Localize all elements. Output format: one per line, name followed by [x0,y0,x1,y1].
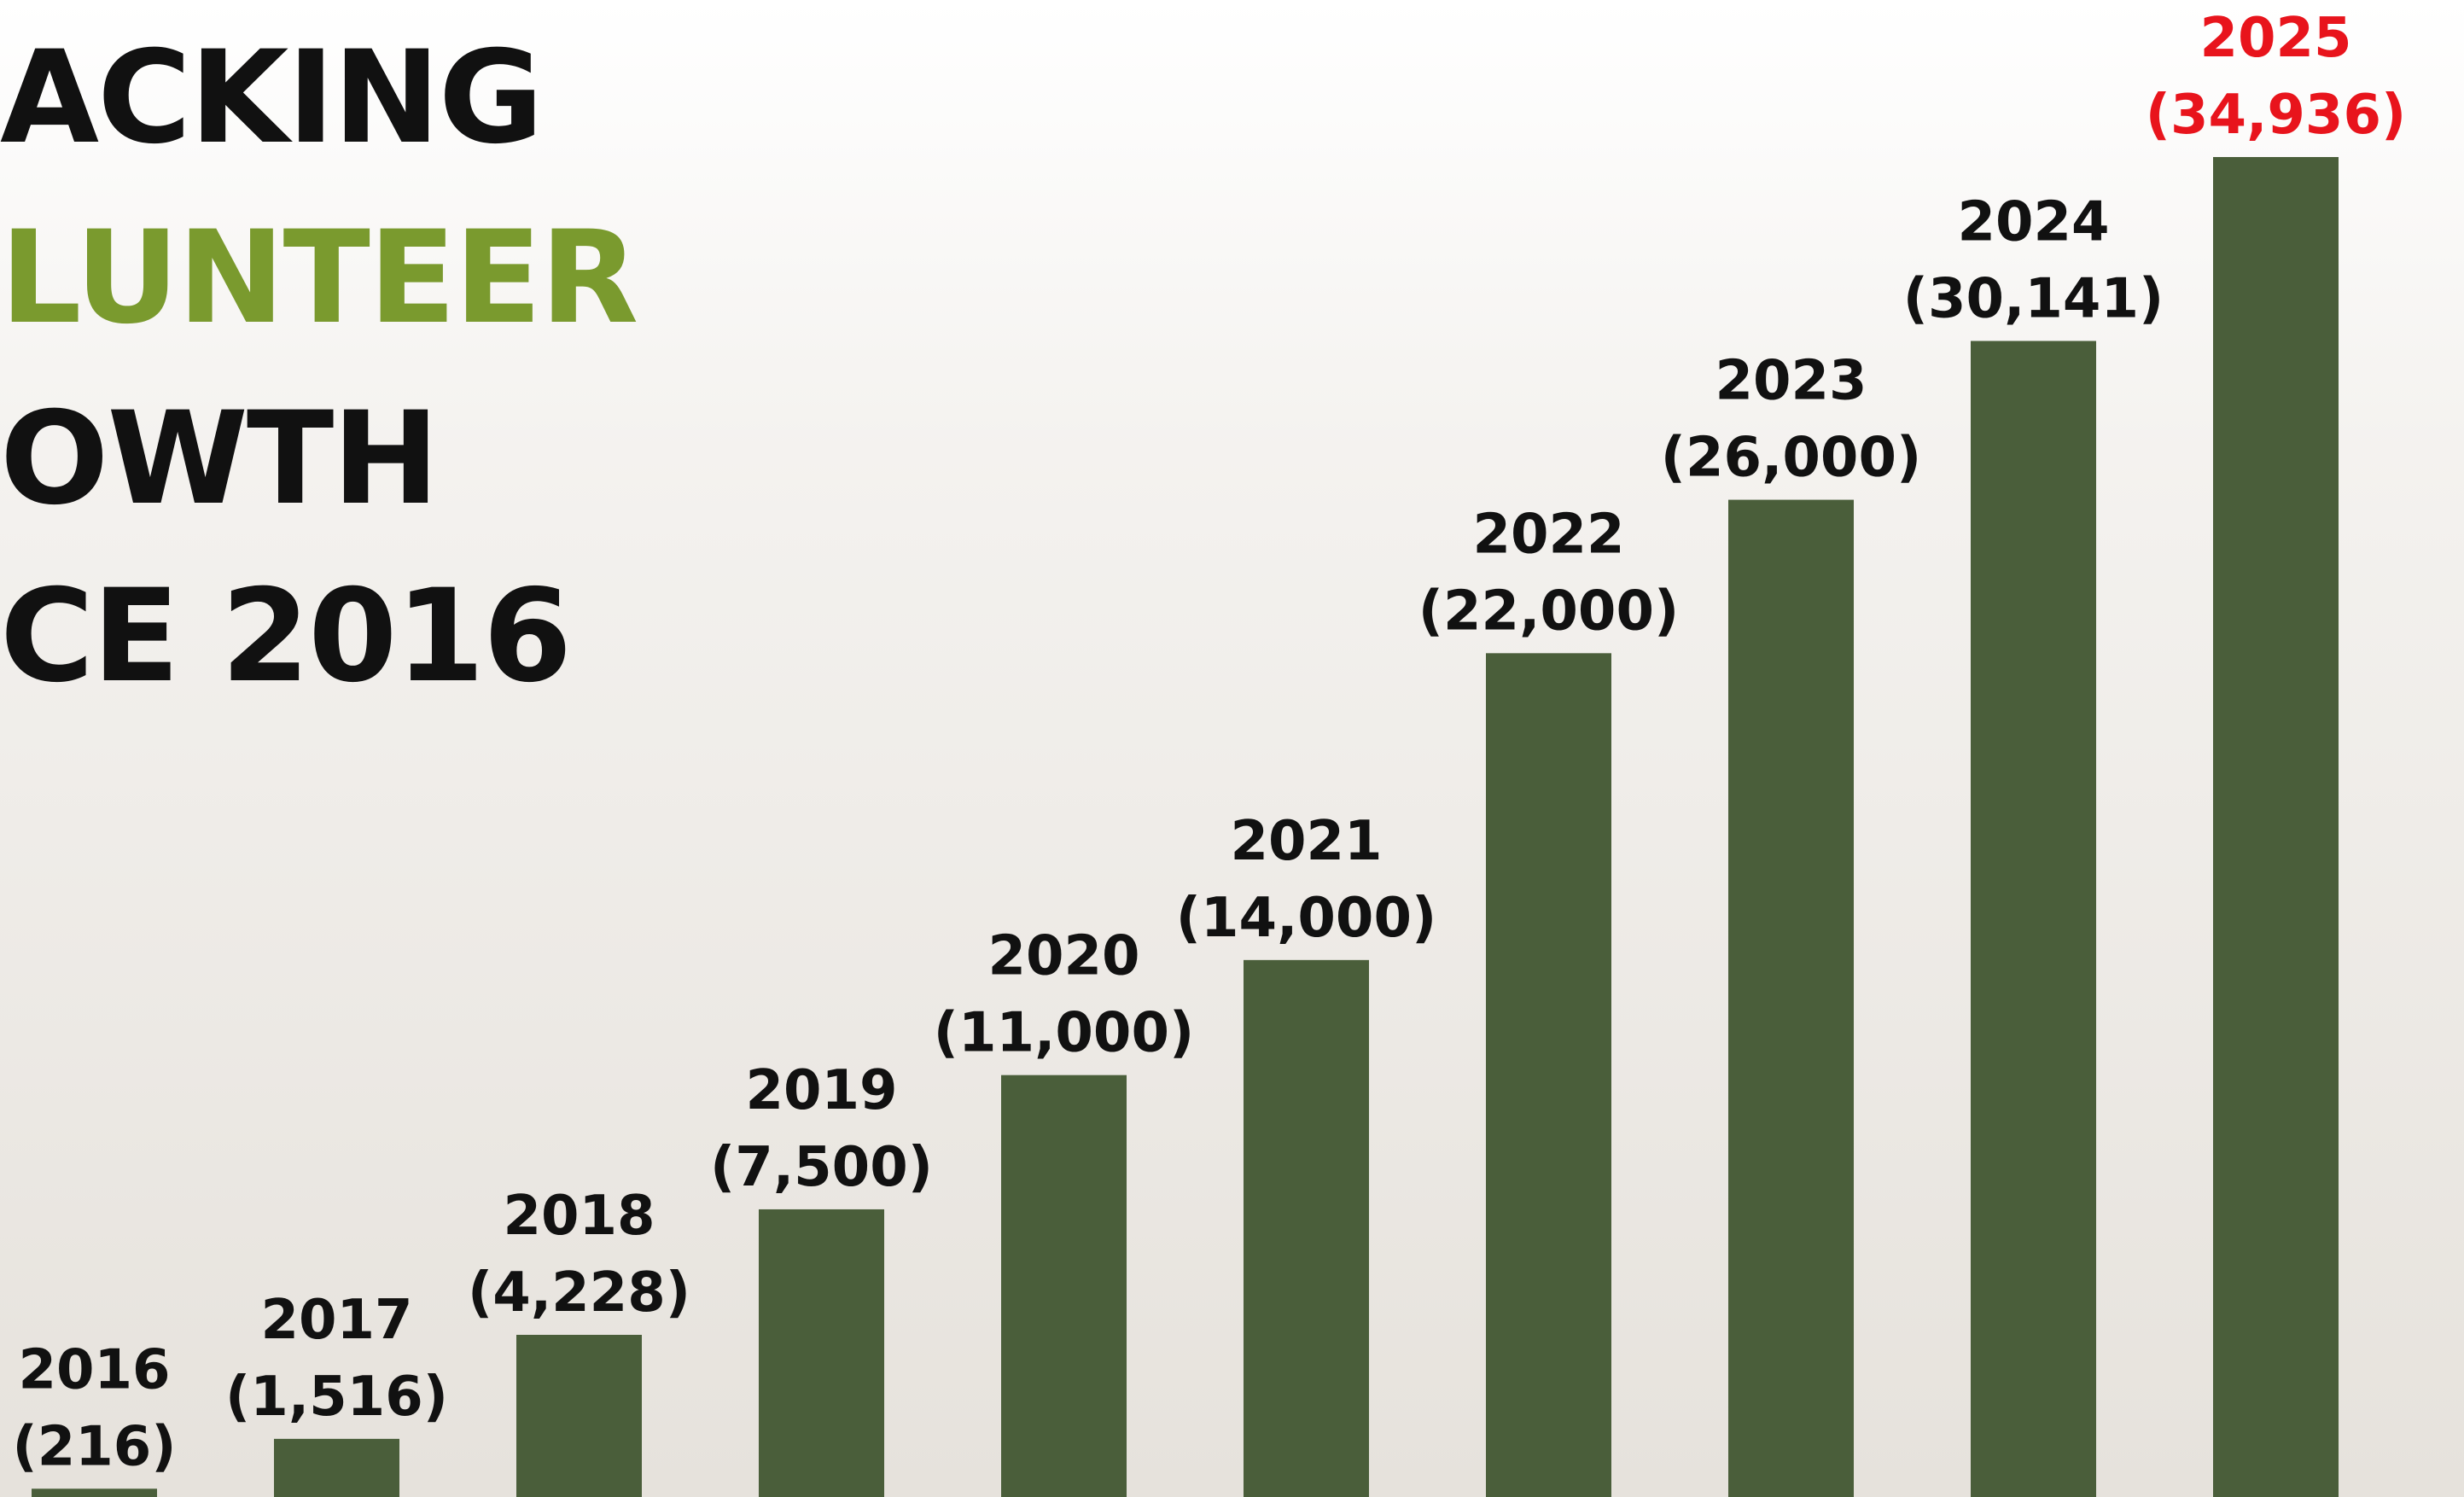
title-line: ACKING [0,24,542,172]
bar [1728,499,1854,1497]
bar [1971,341,2096,1497]
year-label: 2022 [1472,503,1624,566]
title-line: LUNTEER [0,204,637,352]
year-label: 2025 [2199,7,2351,70]
bar [759,1209,884,1497]
year-label: 2024 [1957,190,2109,253]
year-label: 2023 [1715,350,1867,413]
title-line: CE 2016 [0,562,570,711]
data-label: (26,000) [1661,427,1921,490]
data-label: (11,000) [934,1002,1194,1065]
year-label: 2018 [503,1185,655,1248]
data-label: (30,141) [1903,267,2164,330]
year-label: 2019 [745,1059,897,1122]
data-label: (22,000) [1418,580,1679,643]
year-label: 2016 [18,1338,170,1401]
bar [1244,959,1369,1497]
year-label: 2020 [987,925,1139,988]
data-label: (14,000) [1176,887,1436,950]
bar [2213,157,2339,1497]
bar [274,1438,399,1497]
bar [516,1334,642,1497]
data-label: (34,936) [2146,84,2406,147]
data-label: (4,228) [468,1261,690,1325]
bar [1001,1075,1127,1497]
bar [1486,653,1611,1497]
title-line: OWTH [0,385,438,533]
year-label: 2017 [260,1289,412,1352]
bar [32,1488,157,1497]
data-label: (1,516) [225,1366,448,1429]
data-label: (7,500) [710,1136,933,1199]
year-label: 2021 [1230,810,1382,873]
data-label: (216) [12,1415,176,1478]
